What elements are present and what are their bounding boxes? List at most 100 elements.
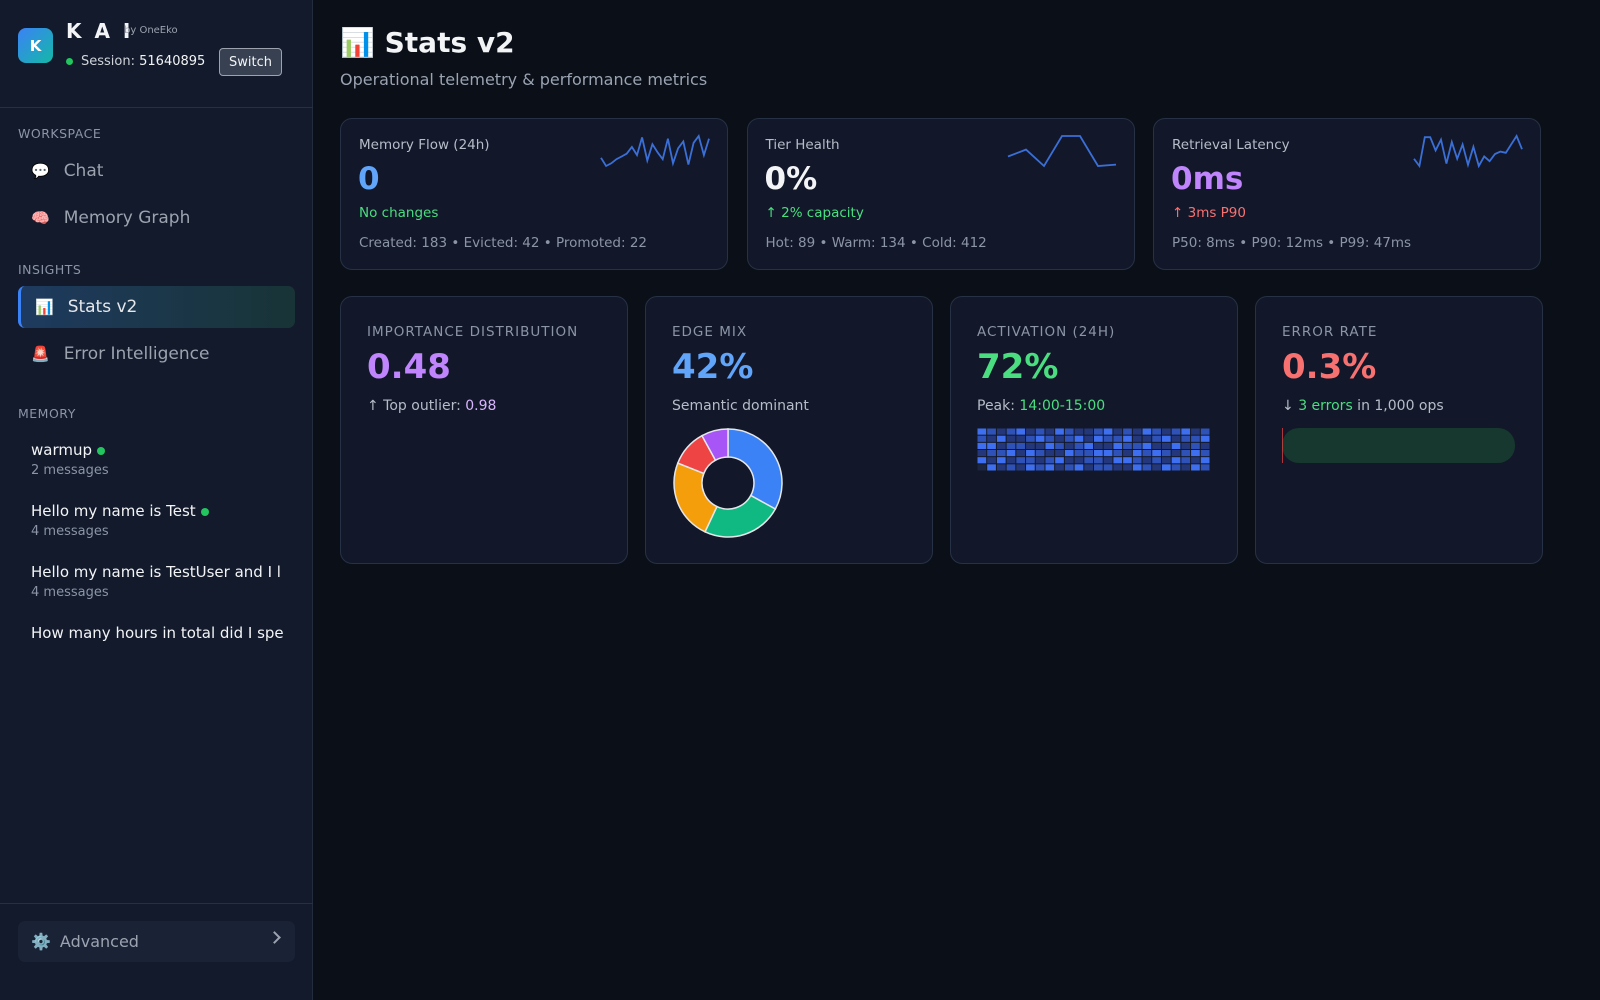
page-title: 📊 Stats v2 (340, 26, 515, 59)
heatmap-cell (1152, 464, 1161, 471)
heatmap-cell (1181, 442, 1191, 449)
note-text: ↑ Top outlier: (367, 398, 466, 414)
nav-label: Chat (63, 161, 104, 181)
heatmap-cell (1084, 464, 1093, 471)
note-text: Peak: (977, 398, 1020, 414)
heatmap-cell (1171, 435, 1181, 442)
sparkline (1413, 134, 1523, 169)
heatmap-cell (1045, 435, 1055, 442)
note-highlight: 14:00-15:00 (1019, 398, 1106, 414)
memory-title[interactable]: Hello my name is TestUser and I l (31, 563, 283, 581)
heatmap-cell (977, 435, 987, 442)
heatmap-cell (1103, 457, 1113, 464)
heatmap-cell (1016, 450, 1026, 457)
heatmap-cell (1152, 450, 1161, 457)
heatmap-cell (1181, 457, 1191, 464)
heatmap-cell (1084, 442, 1093, 449)
memory-title[interactable]: How many hours in total did I spe (31, 624, 283, 642)
advanced-label: Advanced (59, 932, 139, 951)
heatmap-cell (996, 450, 1006, 457)
card-details: P50: 8ms • P90: 12ms • P99: 47ms (1172, 235, 1412, 251)
nav-item[interactable]: 📊 Stats v2 (18, 286, 295, 328)
donut-segment (727, 428, 783, 511)
heatmap-cell (1103, 464, 1113, 471)
heatmap-cell (1123, 428, 1132, 435)
logo: K (18, 28, 53, 63)
section-title: MEMORY (18, 406, 76, 421)
nav-item[interactable]: 💬 Chat (18, 150, 295, 192)
nav-item[interactable]: 🧠 Memory Graph (18, 197, 295, 239)
switch-button[interactable]: Switch (219, 48, 282, 76)
title-text: Stats v2 (384, 26, 515, 59)
heatmap-cell (1074, 435, 1084, 442)
heatmap-cell (1171, 442, 1181, 449)
heatmap-cell (1074, 428, 1084, 435)
heatmap-cell (1074, 457, 1084, 464)
heatmap-cell (1113, 450, 1123, 457)
live-dot (97, 446, 106, 455)
heatmap-cell (1035, 428, 1045, 435)
heatmap-cell (1035, 457, 1045, 464)
memory-title[interactable]: Hello my name is Test (31, 502, 283, 520)
card-change: ↑ 2% capacity (765, 205, 864, 221)
note-text: in 1,000 ops (1352, 398, 1444, 414)
heatmap-cell (996, 442, 1006, 449)
heatmap-cell (1200, 457, 1210, 464)
heatmap-cell (1045, 450, 1055, 457)
heatmap-cell (1142, 464, 1152, 471)
advanced-button[interactable]: ⚙️ Advanced (18, 921, 295, 962)
chevron (268, 931, 281, 944)
heatmap-cell (1094, 450, 1103, 457)
heatmap-cell (1132, 450, 1142, 457)
heatmap-cell (1152, 435, 1161, 442)
heatmap-cell (1055, 428, 1064, 435)
memory-title[interactable]: warmup (31, 441, 283, 459)
heatmap-cell (1181, 435, 1191, 442)
heatmap-cell (1142, 442, 1152, 449)
page-subtitle: Operational telemetry & performance metr… (340, 70, 708, 89)
donut-segment (673, 462, 718, 533)
card-title: Memory Flow (24h) (359, 137, 490, 153)
heatmap-cell (1016, 464, 1026, 471)
section-title: INSIGHTS (18, 262, 82, 277)
heatmap-cell (1113, 464, 1123, 471)
heatmap-cell (1045, 428, 1055, 435)
card-details: Hot: 89 • Warm: 134 • Cold: 412 (765, 235, 987, 251)
heatmap-cell (1016, 457, 1026, 464)
heatmap-cell (1161, 464, 1171, 471)
heatmap-cell (977, 464, 987, 471)
error-bar (1282, 428, 1515, 463)
advanced-icon: ⚙️ (31, 932, 51, 951)
heatmap-cell (1045, 457, 1055, 464)
heatmap-cell (1035, 450, 1045, 457)
heatmap-cell (1055, 435, 1064, 442)
heatmap-cell (1191, 450, 1200, 457)
metric-card: IMPORTANCE DISTRIBUTION 0.48 ↑ Top outlier… (340, 296, 628, 564)
sparkline (600, 133, 710, 168)
session: Session: 51640895 (81, 54, 205, 69)
bar-fill (1282, 428, 1283, 463)
heatmap-cell (1045, 442, 1055, 449)
nav-item[interactable]: 🚨 Error Intelligence (18, 333, 295, 375)
heatmap-cell (1161, 435, 1171, 442)
heatmap-cell (1171, 428, 1181, 435)
heatmap (977, 428, 1210, 471)
heatmap-cell (1113, 428, 1123, 435)
card-title: IMPORTANCE DISTRIBUTION (367, 324, 579, 340)
heatmap-cell (1152, 428, 1161, 435)
stat-card: Memory Flow (24h) 0 No changes Created: 183… (340, 118, 728, 270)
card-value: 0.3% (1282, 347, 1377, 387)
heatmap-cell (1094, 464, 1103, 471)
heatmap-cell (1191, 457, 1200, 464)
card-title: EDGE MIX (672, 324, 748, 340)
heatmap-cell (1191, 442, 1200, 449)
heatmap-cell (1200, 435, 1210, 442)
memory-subtitle: 4 messages (31, 524, 109, 539)
title-icon: 📊 (340, 26, 375, 59)
heatmap-cell (1103, 435, 1113, 442)
heatmap-cell (1084, 435, 1093, 442)
heatmap-cell (1055, 450, 1064, 457)
bar-track (1282, 428, 1515, 463)
